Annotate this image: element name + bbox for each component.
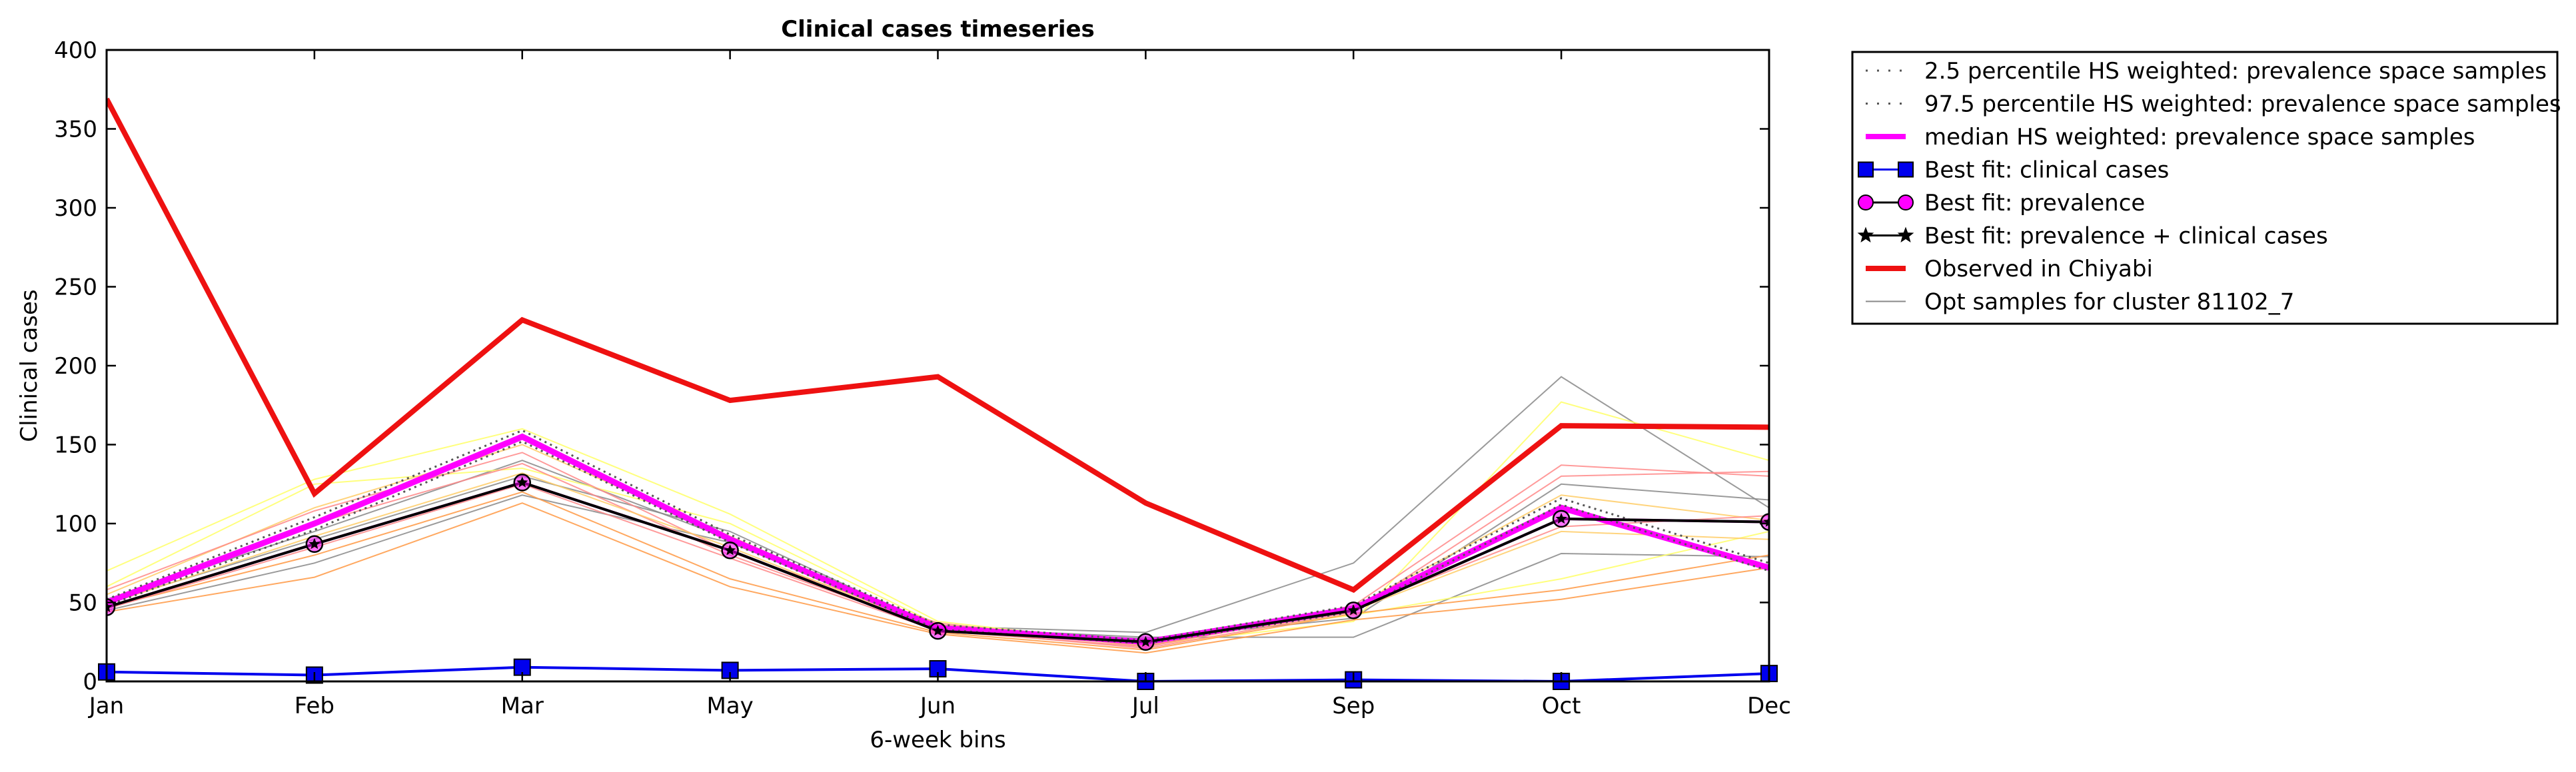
combined-point-Feb [309,538,321,550]
x-tick-label-Mar: Mar [501,693,544,719]
legend-label: Best fit: prevalence [1924,190,2145,216]
legend-entry-1: 2.5 percentile HS weighted: prevalence s… [1866,58,2547,85]
x-tick-label-Jan: Jan [88,693,124,719]
x-tick-label-Jul: Jul [1131,693,1159,719]
y-tick-label: 100 [54,511,97,538]
chart-title: Clinical cases timeseries [781,16,1095,43]
legend-label: 97.5 percentile HS weighted: prevalence … [1924,91,2561,118]
legend-label: median HS weighted: prevalence space sam… [1924,124,2475,151]
legend-entry-6: Best fit: prevalence + clinical cases [1857,223,2328,250]
prevalence-point-Dec [1760,513,1769,531]
observed-line [107,97,1769,593]
legend: 2.5 percentile HS weighted: prevalence s… [1851,51,2561,325]
legend-label: 2.5 percentile HS weighted: prevalence s… [1924,58,2547,85]
y-tick-label: 350 [54,117,97,143]
y-tick-label: 300 [54,195,97,222]
y-tick-label: 200 [54,353,97,380]
legend-square-marker [1898,161,1914,178]
x-tick-label-Feb: Feb [295,693,334,719]
y-tick-label: 50 [69,590,97,617]
y-tick-label: 250 [54,274,97,301]
legend-entry-2: 97.5 percentile HS weighted: prevalence … [1866,91,2561,118]
y-tick-label: 0 [83,669,97,695]
x-tick-label-Dec: Dec [1747,693,1791,719]
legend-entry-3: median HS weighted: prevalence space sam… [1866,124,2475,151]
legend-label: Opt samples for cluster 81102_7 [1924,289,2294,316]
legend-circle-marker [1858,194,1874,210]
x-tick-label-May: May [706,693,753,719]
legend-square-marker [1858,161,1874,178]
combined-point-Jan [107,601,113,612]
sample-line-4 [107,401,1769,646]
combined-point-Mar [516,476,528,488]
legend-entry-8: Opt samples for cluster 81102_7 [1866,289,2294,316]
legend-entry-7: Observed in Chiyabi [1866,256,2153,282]
combined-point-Sep [1347,604,1359,615]
combined-point-Oct [1555,512,1567,524]
legend-star-marker [1897,226,1914,242]
legend-label: Best fit: prevalence + clinical cases [1924,223,2328,250]
percentile-line-2 [107,429,1769,641]
legend-star-marker [1857,226,1874,242]
y-axis-label: Clinical cases [16,289,43,442]
combined-point-May [724,544,736,556]
x-tick-label-Sep: Sep [1332,693,1375,719]
x-axis-label: 6-week bins [870,727,1005,753]
legend-label: Observed in Chiyabi [1924,256,2153,282]
y-tick-label: 150 [54,432,97,459]
legend-entry-4: Best fit: clinical cases [1858,157,2169,184]
legend-circle-marker [1898,194,1914,210]
plot-area: 0 50 100 150 200 250 300 350 400 Jan Feb Mar May Jun J… [54,37,1791,719]
series-layer [107,97,1769,681]
x-tick-label-Oct: Oct [1542,693,1581,719]
combined-point-Jul [1139,635,1151,647]
legend-entry-5: Best fit: prevalence [1858,190,2145,216]
legend-box [1851,51,2559,325]
legend-label: Best fit: clinical cases [1924,157,2169,184]
combined-point-Jun [932,625,944,636]
y-tick-label: 400 [54,37,97,64]
x-tick-label-Jun: Jun [919,693,956,719]
